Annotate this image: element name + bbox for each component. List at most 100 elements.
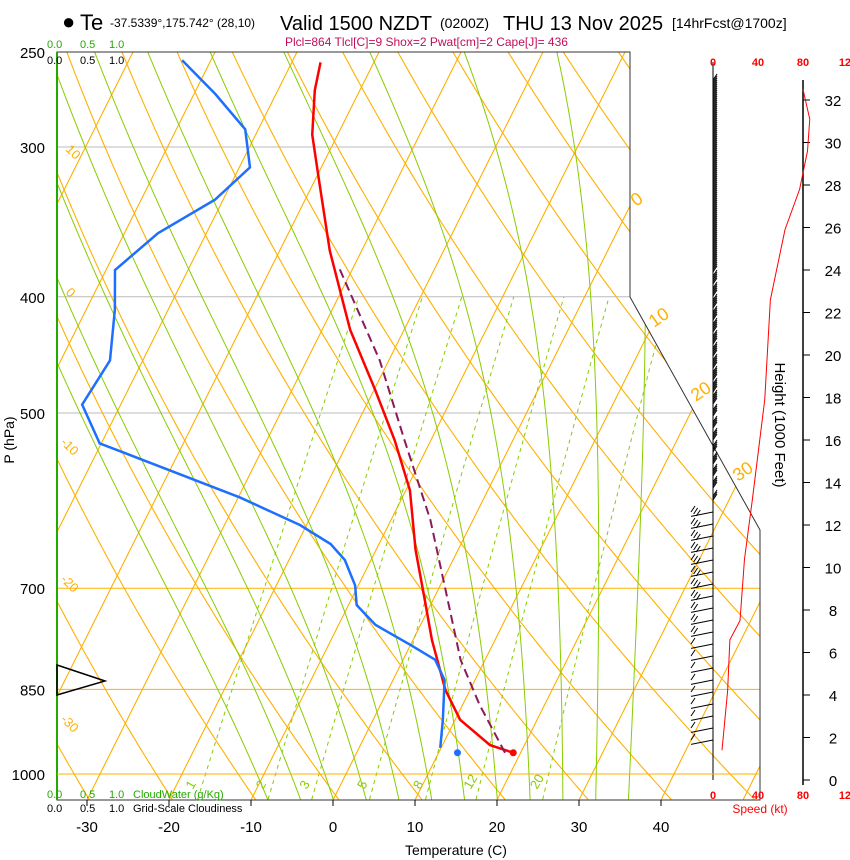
wind-barb-feather: [712, 297, 718, 305]
wind-barb: [712, 135, 718, 153]
wind-barb-feather: [690, 577, 696, 585]
wind-barb-feather: [712, 321, 718, 329]
wind-barb: [712, 269, 718, 285]
wind-barb: [712, 255, 718, 273]
wind-barb: [712, 389, 718, 405]
wind-barb-feather: [690, 625, 696, 633]
isotherm-line: [496, 52, 760, 800]
wind-barb-feather: [712, 119, 718, 127]
wind-barb-feather: [712, 373, 718, 381]
wind-barb: [690, 709, 714, 721]
wind-barb-feather: [690, 529, 696, 537]
wind-barb-feather: [690, 661, 696, 669]
wind-barb-staff: [690, 727, 714, 733]
wind-barb: [712, 111, 718, 129]
wind-barb-feather: [690, 517, 696, 525]
y-axis-title: P (hPa): [1, 416, 17, 463]
wind-barb-feather: [712, 269, 718, 277]
dry-adiabat-line: [57, 52, 423, 800]
wind-barb-feather: [712, 371, 718, 379]
speed-tick-label-top: 40: [752, 57, 764, 69]
wind-barb-feather: [712, 415, 718, 423]
wind-barb-staff: [690, 595, 714, 601]
wind-barb-staff: [690, 691, 714, 697]
wind-barb-feather: [712, 161, 718, 169]
wind-barb-feather: [690, 697, 696, 705]
wind-barb-feather: [690, 505, 696, 513]
wind-barb-feather: [712, 199, 718, 207]
wind-barb-feather: [712, 443, 718, 451]
wind-barb-feather: [712, 181, 718, 189]
wind-barb-feather: [712, 347, 718, 355]
pressure-tick-label: 250: [20, 45, 45, 62]
isotherm-line: [660, 52, 760, 800]
wind-barb-feather: [712, 337, 718, 345]
wind-barb-feather: [693, 615, 699, 623]
pressure-tick-label: 850: [20, 682, 45, 699]
wind-barb-feather: [712, 215, 718, 223]
speed-tick-label-top: 120: [839, 57, 850, 69]
cloudiness-tick: 1.0: [109, 803, 124, 815]
height-tick-label: 14: [825, 476, 842, 493]
dry-adiabat-line: [57, 52, 256, 800]
wind-barb: [690, 553, 714, 565]
valid-time: Valid 1500 NZDT: [280, 13, 432, 35]
wind-barb-feather: [712, 159, 718, 167]
moist-adiabat-line: [200, 52, 465, 800]
wind-barb: [712, 463, 718, 477]
wind-barb-feather: [712, 477, 718, 485]
cloudwater-tick: 1.0: [109, 789, 124, 801]
wind-barb-feather: [695, 533, 701, 541]
wind-barb-feather: [712, 245, 718, 253]
wind-barb-feather: [712, 317, 718, 325]
wind-barb-feather: [712, 217, 718, 225]
wind-barb-feather: [712, 273, 718, 281]
dry-adiabat-line: [440, 52, 760, 800]
wind-barb-feather: [712, 173, 718, 181]
wind-barb-feather: [695, 557, 701, 565]
wind-barb-feather: [690, 589, 696, 597]
height-tick-label: 16: [825, 433, 842, 450]
wind-barb-feather: [712, 157, 718, 165]
wind-barb-feather: [712, 419, 718, 427]
wind-barb-feather: [712, 195, 718, 203]
height-axis-title: Height (1000 Feet): [771, 362, 788, 487]
wind-barb-feather: [712, 155, 718, 163]
moist-adiabat-line: [359, 52, 531, 800]
wind-barb-feather: [712, 197, 718, 205]
wind-barb-feather: [712, 221, 718, 229]
wind-barb: [712, 99, 718, 117]
wind-barb-feather: [712, 219, 718, 227]
wind-barb-feather: [712, 489, 718, 497]
surface-dewpoint-dot: [453, 749, 461, 757]
isotherm-label: -30: [58, 712, 82, 736]
wind-barb-feather: [712, 235, 718, 243]
wind-barb-feather: [712, 229, 718, 237]
wind-barb-feather: [712, 295, 718, 303]
cloudiness-tick: 0.5: [80, 803, 95, 815]
temperature-tick-label: -30: [76, 819, 98, 836]
wind-barb-feather: [693, 519, 699, 527]
wind-barb-feather: [690, 541, 696, 549]
temperature-tick-label: 10: [407, 819, 424, 836]
wind-barb: [712, 231, 718, 249]
isotherm-line: [578, 52, 760, 800]
height-tick-label: 20: [825, 348, 842, 365]
wind-barb-staff: [690, 655, 714, 661]
mixing-ratio-label: 12: [460, 771, 480, 791]
wind-barb-feather: [712, 225, 718, 233]
wind-barb-feather: [712, 277, 718, 285]
wind-barb: [690, 529, 714, 541]
wind-barb-feather: [712, 83, 718, 91]
wind-barb: [690, 685, 714, 697]
dry-adiabat-line: [276, 52, 760, 800]
wind-barb-feather: [695, 569, 701, 577]
moist-adiabat-line: [57, 52, 301, 800]
wind-barb-feather: [695, 581, 701, 589]
wind-barb-feather: [712, 169, 718, 177]
wind-barb-staff: [690, 511, 714, 517]
wind-barb-feather: [712, 87, 718, 95]
wind-barb-feather: [712, 365, 718, 373]
wind-barb: [690, 637, 714, 649]
wind-barb-feather: [712, 189, 718, 197]
